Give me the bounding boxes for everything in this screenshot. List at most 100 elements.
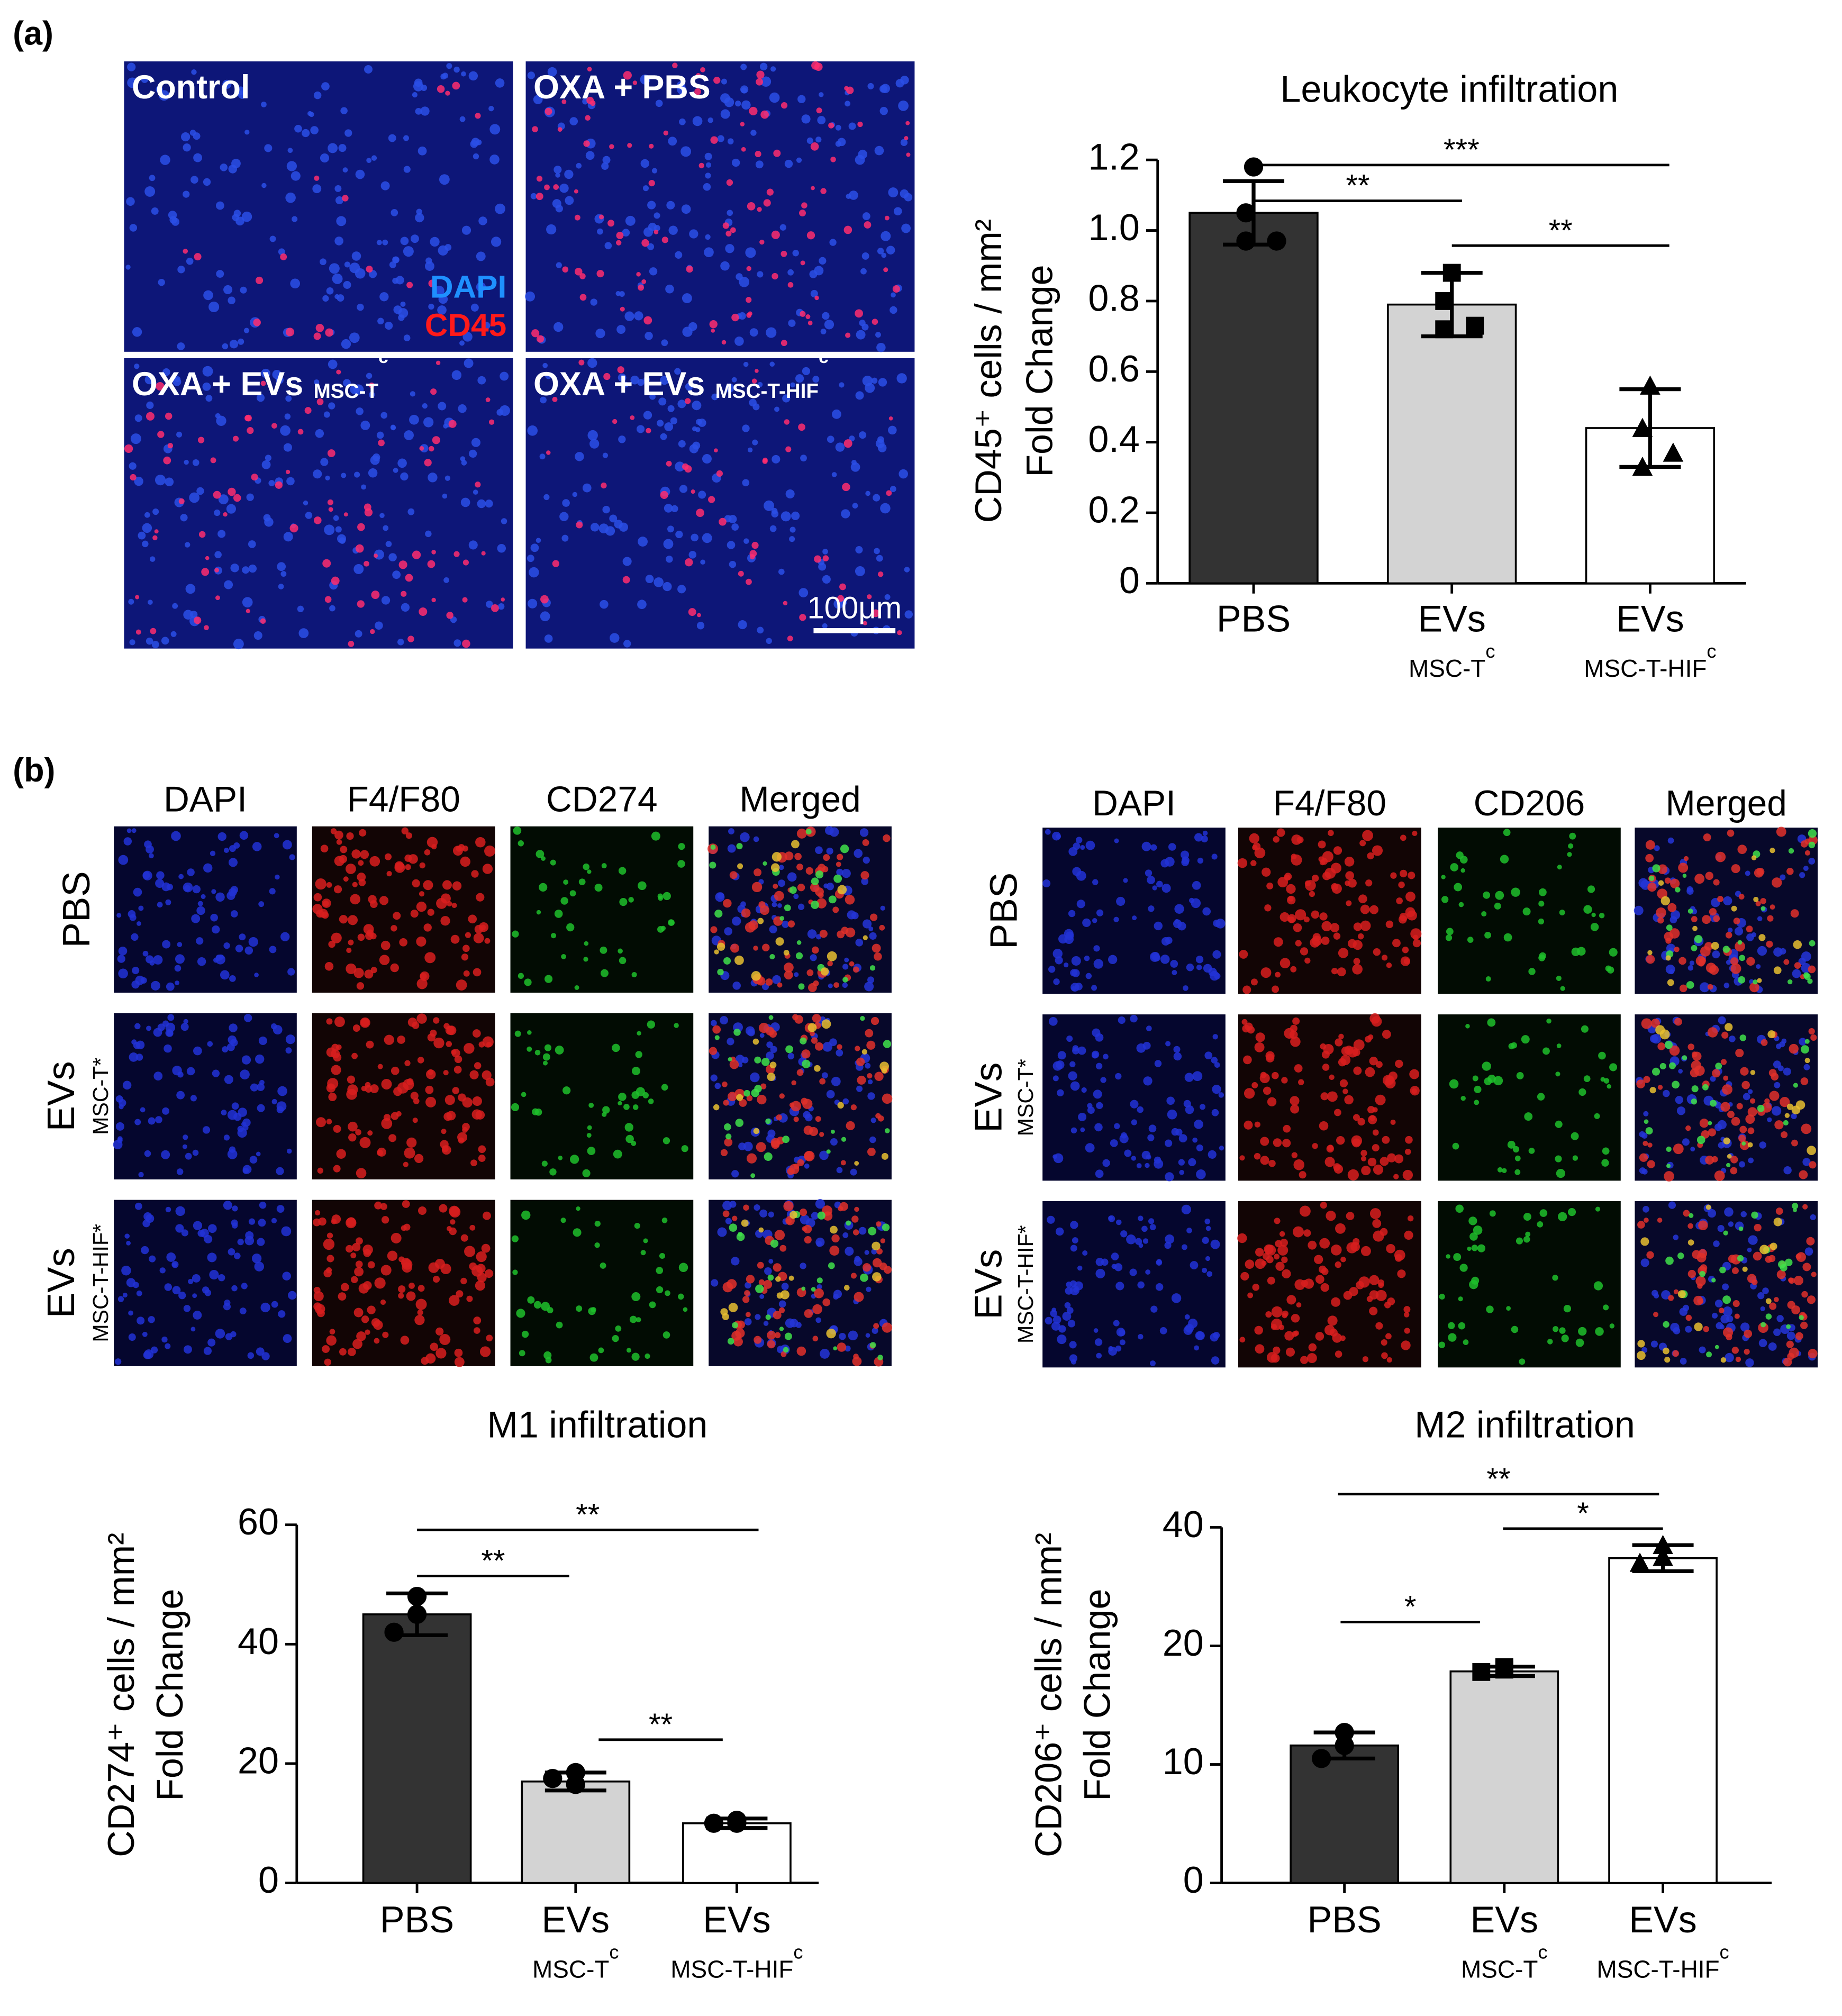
cell (1773, 966, 1782, 975)
cell (1786, 1103, 1794, 1110)
cell (1239, 1155, 1245, 1161)
cell (1646, 955, 1655, 964)
cell (1085, 1143, 1095, 1153)
cell (742, 424, 750, 432)
cell (1116, 896, 1126, 906)
cell (388, 134, 396, 142)
cell (1320, 1092, 1329, 1101)
cell (735, 1119, 744, 1127)
cell (1458, 1296, 1463, 1302)
significance-label: ** (1486, 1462, 1510, 1496)
cell (1095, 1063, 1103, 1070)
cell (714, 910, 723, 918)
data-point (1653, 1547, 1673, 1566)
cell (352, 1242, 361, 1251)
cell (1353, 922, 1362, 931)
cell (1672, 1080, 1680, 1089)
cell (1647, 882, 1657, 892)
cell (745, 1282, 751, 1289)
cell (827, 435, 834, 443)
cell (1382, 1136, 1390, 1144)
cell (585, 115, 591, 121)
cell (744, 1318, 752, 1325)
cell (530, 193, 537, 199)
cell (1111, 1252, 1119, 1260)
cell (1689, 1213, 1694, 1218)
cell (351, 849, 361, 859)
cell (753, 1128, 759, 1134)
cell (1131, 1156, 1136, 1161)
cell (729, 1223, 738, 1232)
cell (697, 613, 701, 617)
cell (346, 1088, 357, 1100)
cell (343, 512, 348, 517)
cell (1718, 1307, 1725, 1314)
cell (1214, 973, 1221, 979)
cell (1211, 1109, 1219, 1116)
cell (401, 1225, 407, 1231)
cell (1338, 1033, 1344, 1040)
cell (738, 1063, 743, 1068)
cell (663, 582, 672, 592)
cell (622, 229, 630, 237)
cell (144, 375, 154, 385)
cell (736, 1232, 745, 1241)
cell (355, 1237, 363, 1245)
cell (242, 597, 253, 608)
cell (769, 92, 780, 103)
cell (739, 277, 750, 287)
cell (557, 127, 562, 132)
cell (240, 1069, 250, 1080)
cell (1809, 940, 1816, 947)
cell (545, 1357, 552, 1364)
cell (141, 76, 149, 83)
cell (329, 1329, 335, 1335)
cell (422, 403, 428, 409)
cell (1711, 942, 1719, 950)
cell (1651, 1033, 1662, 1044)
cell (134, 476, 143, 486)
cell (379, 513, 385, 519)
cell (416, 936, 427, 947)
cell (1171, 1293, 1182, 1303)
cell (1663, 1089, 1670, 1097)
cell (794, 972, 799, 977)
cell (811, 1287, 816, 1292)
micrograph (510, 826, 694, 993)
cell (323, 901, 329, 907)
cell (1717, 896, 1723, 903)
cell (784, 962, 794, 973)
cell (380, 1203, 387, 1210)
cell (576, 521, 583, 529)
cell (1747, 1142, 1753, 1148)
cell (1335, 1223, 1346, 1234)
cell (374, 553, 378, 558)
cell (378, 439, 385, 447)
cell (313, 91, 322, 99)
cell (1181, 850, 1190, 859)
cell (799, 210, 806, 217)
cell (152, 508, 159, 515)
cell (710, 136, 718, 144)
cell (837, 885, 847, 895)
cell (1713, 915, 1720, 922)
cell (464, 1246, 476, 1257)
cell (1129, 1268, 1137, 1276)
cell (462, 639, 470, 648)
cell (609, 144, 614, 149)
cell (198, 531, 206, 538)
cell (603, 373, 611, 380)
cell (779, 224, 786, 231)
cell (1304, 880, 1311, 886)
cell (1747, 1107, 1757, 1117)
cell (432, 436, 440, 444)
cell (1273, 836, 1280, 843)
x-tick-label: EVs (1471, 1899, 1539, 1940)
micrograph (510, 1200, 694, 1366)
cell (277, 1086, 287, 1096)
cell (582, 1169, 591, 1177)
cell (1076, 870, 1086, 881)
cell (867, 1073, 873, 1079)
superscript: c (1485, 640, 1495, 662)
cell (1073, 842, 1081, 850)
